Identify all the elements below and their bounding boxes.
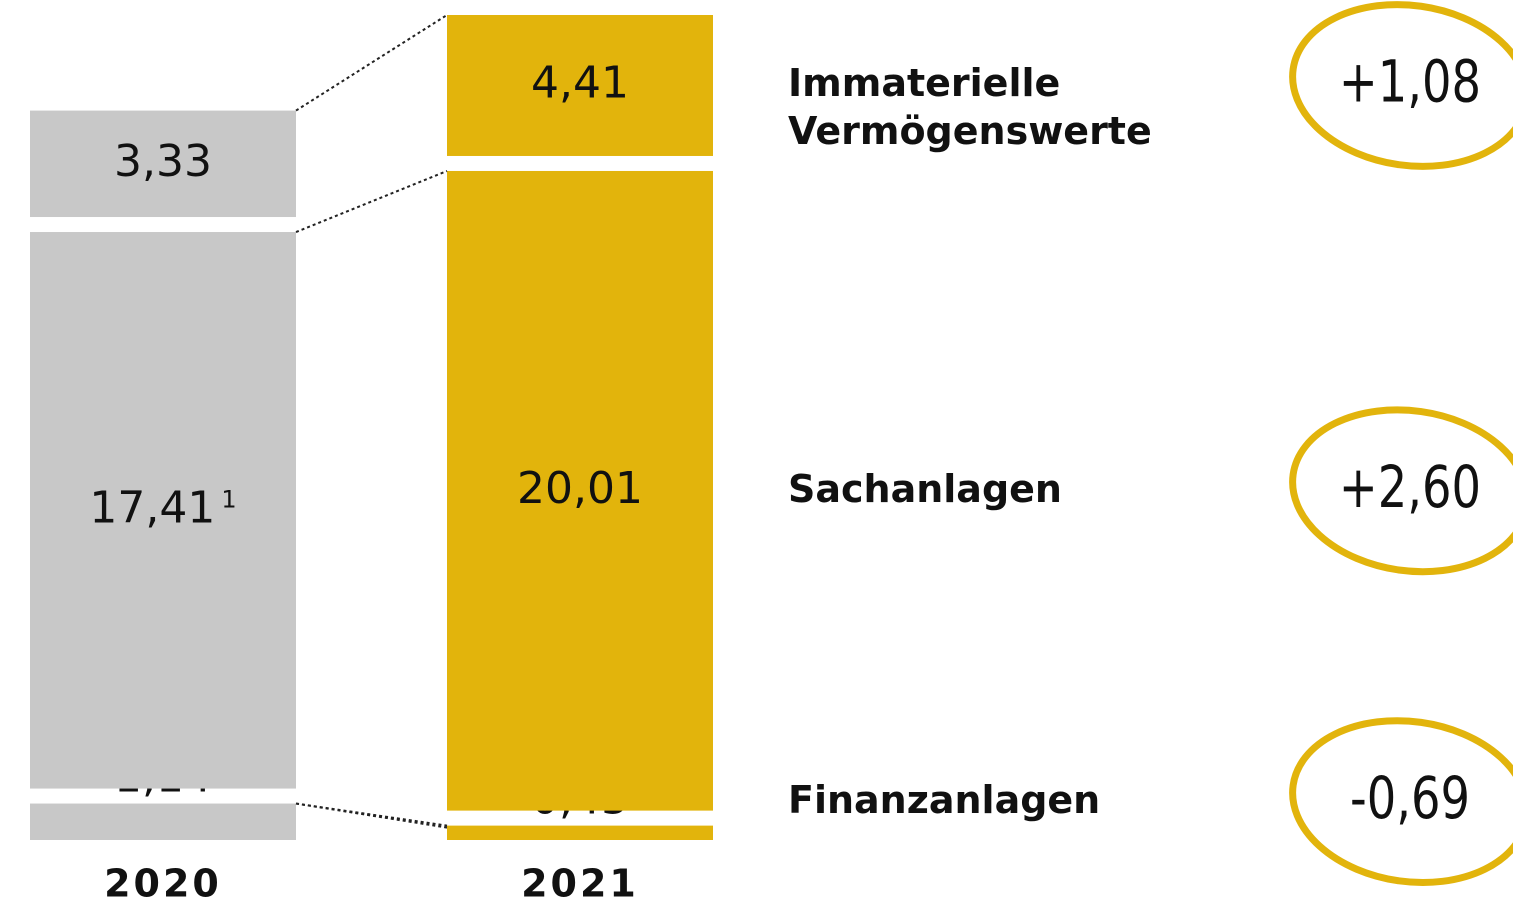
- bar-segment: [447, 15, 713, 156]
- value-label: 17,41 1: [89, 482, 236, 533]
- x-tick-label: 2021: [521, 862, 639, 906]
- legend-label: Sachanlagen: [788, 466, 1062, 511]
- bar-segment: [30, 110, 296, 218]
- bar-segment: [447, 825, 713, 840]
- change-label: +2,60: [1339, 454, 1481, 521]
- value-label: 4,41: [531, 57, 629, 108]
- change-ellipse: [1289, 717, 1513, 887]
- connector: [295, 14, 448, 112]
- value-label: 20,01: [517, 463, 643, 514]
- value-label-text: 3,33: [114, 136, 212, 187]
- value-label-text: 4,41: [531, 57, 629, 108]
- bar-segment: [447, 170, 713, 811]
- change-ellipse: [1289, 1, 1513, 170]
- value-label: 3,33: [114, 136, 212, 187]
- bar-segment: [30, 803, 296, 840]
- connector: [295, 170, 448, 233]
- x-tick-label: 2020: [104, 862, 222, 906]
- value-label-text: 20,01: [517, 463, 643, 514]
- footnote-mark: 1: [221, 485, 236, 513]
- value-label-text: 17,41: [89, 482, 215, 533]
- change-ellipse: [1289, 406, 1513, 576]
- legend-label: Immaterielle Vermögenswerte: [788, 61, 1152, 154]
- legend-label: Finanzanlagen: [788, 777, 1101, 822]
- connector: [295, 802, 448, 827]
- change-label: +1,08: [1339, 49, 1481, 116]
- change-label: -0,69: [1350, 765, 1470, 832]
- connector: [295, 802, 448, 829]
- bar-segment: [30, 232, 296, 789]
